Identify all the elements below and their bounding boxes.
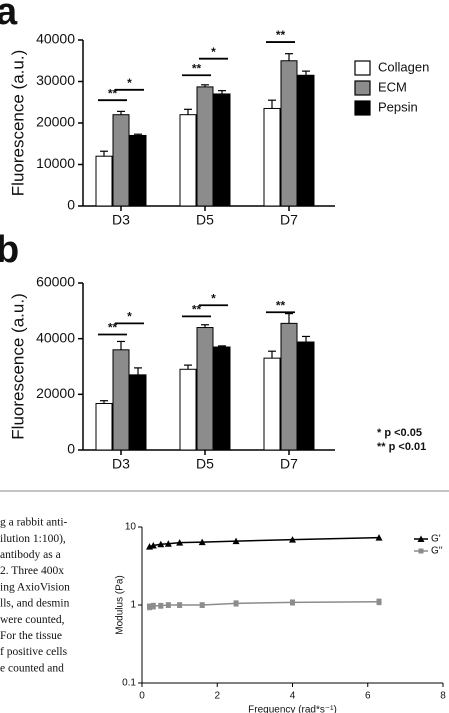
bar — [280, 60, 298, 207]
x-tick-label: 2 — [214, 691, 220, 702]
paper-line: antibody as a — [0, 549, 61, 561]
paper-line: ing AxioVision — [0, 581, 70, 593]
legend-label: G' — [431, 534, 441, 545]
panel-label: a — [0, 0, 18, 33]
paper-line: f positive cells — [0, 646, 68, 658]
bar — [129, 134, 147, 207]
bar — [263, 357, 281, 451]
bar — [280, 322, 298, 451]
marker — [375, 534, 383, 541]
y-tick-label: 40000 — [36, 31, 75, 47]
y-tick-label: 60000 — [36, 274, 75, 290]
legend-label: Pepsin — [378, 99, 418, 114]
x-tick-label: D7 — [280, 456, 298, 472]
paper-line: e counted and — [0, 662, 64, 674]
bar — [112, 114, 130, 207]
paper-line: lls, and desmin — [0, 598, 70, 610]
bar — [196, 86, 214, 207]
marker — [233, 600, 239, 606]
y-tick-label: 30000 — [36, 72, 75, 88]
legend-swatch — [354, 60, 371, 76]
legend-label: Collagen — [378, 59, 429, 74]
x-axis-label: Frequency (rad*s⁻¹) — [248, 705, 337, 713]
note: ** p <0.01 — [377, 441, 426, 453]
panel-label: b — [0, 229, 19, 271]
bar — [95, 403, 113, 451]
x-tick-label: D7 — [280, 212, 298, 228]
y-tick-label: 10 — [125, 522, 137, 533]
bar — [263, 107, 281, 207]
paper-line: 2. Three 400x — [0, 565, 64, 577]
paper-line: were counted, — [0, 614, 65, 626]
bar — [95, 155, 113, 207]
x-tick-label: D3 — [112, 212, 130, 228]
note: * p <0.05 — [377, 427, 422, 439]
significance-stars: * — [211, 45, 216, 59]
y-tick-label: 1 — [130, 600, 136, 611]
x-tick-label: 0 — [139, 691, 145, 702]
marker — [199, 602, 205, 608]
marker — [417, 535, 425, 542]
marker — [198, 538, 206, 546]
bar — [129, 374, 147, 451]
marker — [376, 599, 382, 605]
marker — [158, 603, 164, 609]
significance-stars: ** — [192, 303, 202, 317]
bar — [297, 341, 315, 451]
y-axis-label: Modulus (Pa) — [115, 575, 126, 634]
y-axis-label: Fluorescence (a.u.) — [8, 50, 27, 196]
legend-swatch — [354, 100, 371, 116]
x-tick-label: D3 — [112, 456, 130, 472]
bar — [213, 93, 231, 207]
marker — [147, 604, 153, 610]
marker — [165, 602, 171, 608]
marker — [177, 602, 183, 608]
paper-line: g a rabbit anti- — [0, 517, 68, 529]
legend-label: ECM — [378, 79, 407, 94]
x-tick-label: D5 — [196, 456, 214, 472]
bar — [213, 346, 231, 451]
marker — [150, 603, 156, 609]
significance-stars: ** — [108, 86, 118, 100]
legend-swatch — [354, 80, 371, 96]
x-tick-label: D5 — [196, 212, 214, 228]
significance-stars: * — [211, 291, 216, 305]
marker — [149, 541, 157, 549]
significance-stars: ** — [108, 321, 118, 335]
bar — [179, 114, 197, 207]
y-tick-label: 20000 — [36, 114, 75, 130]
series-line — [149, 536, 380, 548]
legend-label: G'' — [431, 546, 443, 557]
bar — [179, 368, 197, 451]
x-tick-label: 4 — [290, 691, 296, 702]
significance-stars: ** — [276, 28, 286, 42]
marker — [157, 540, 165, 548]
y-tick-label: 0.1 — [122, 678, 136, 689]
significance-stars: ** — [192, 61, 202, 75]
y-tick-label: 20000 — [36, 385, 75, 401]
bar — [297, 74, 315, 207]
marker — [164, 540, 172, 547]
significance-stars: * — [127, 310, 132, 324]
paper-line: For the tissue — [0, 630, 62, 642]
y-axis-label: Fluorescence (a.u.) — [8, 293, 27, 439]
marker — [176, 539, 184, 546]
significance-stars: ** — [276, 298, 286, 312]
significance-stars: * — [127, 76, 132, 90]
y-tick-label: 0 — [67, 197, 75, 213]
marker — [289, 536, 296, 543]
x-tick-label: 6 — [365, 691, 371, 702]
bar — [112, 349, 130, 451]
paper-line: ilution 1:100), — [0, 533, 66, 545]
marker — [290, 599, 295, 605]
y-tick-label: 40000 — [36, 329, 75, 345]
series-line — [149, 601, 380, 608]
bar — [196, 327, 214, 451]
y-tick-label: 0 — [67, 441, 75, 457]
marker — [232, 537, 240, 545]
y-tick-label: 10000 — [36, 155, 75, 171]
x-tick-label: 8 — [440, 691, 446, 702]
marker — [418, 548, 424, 554]
